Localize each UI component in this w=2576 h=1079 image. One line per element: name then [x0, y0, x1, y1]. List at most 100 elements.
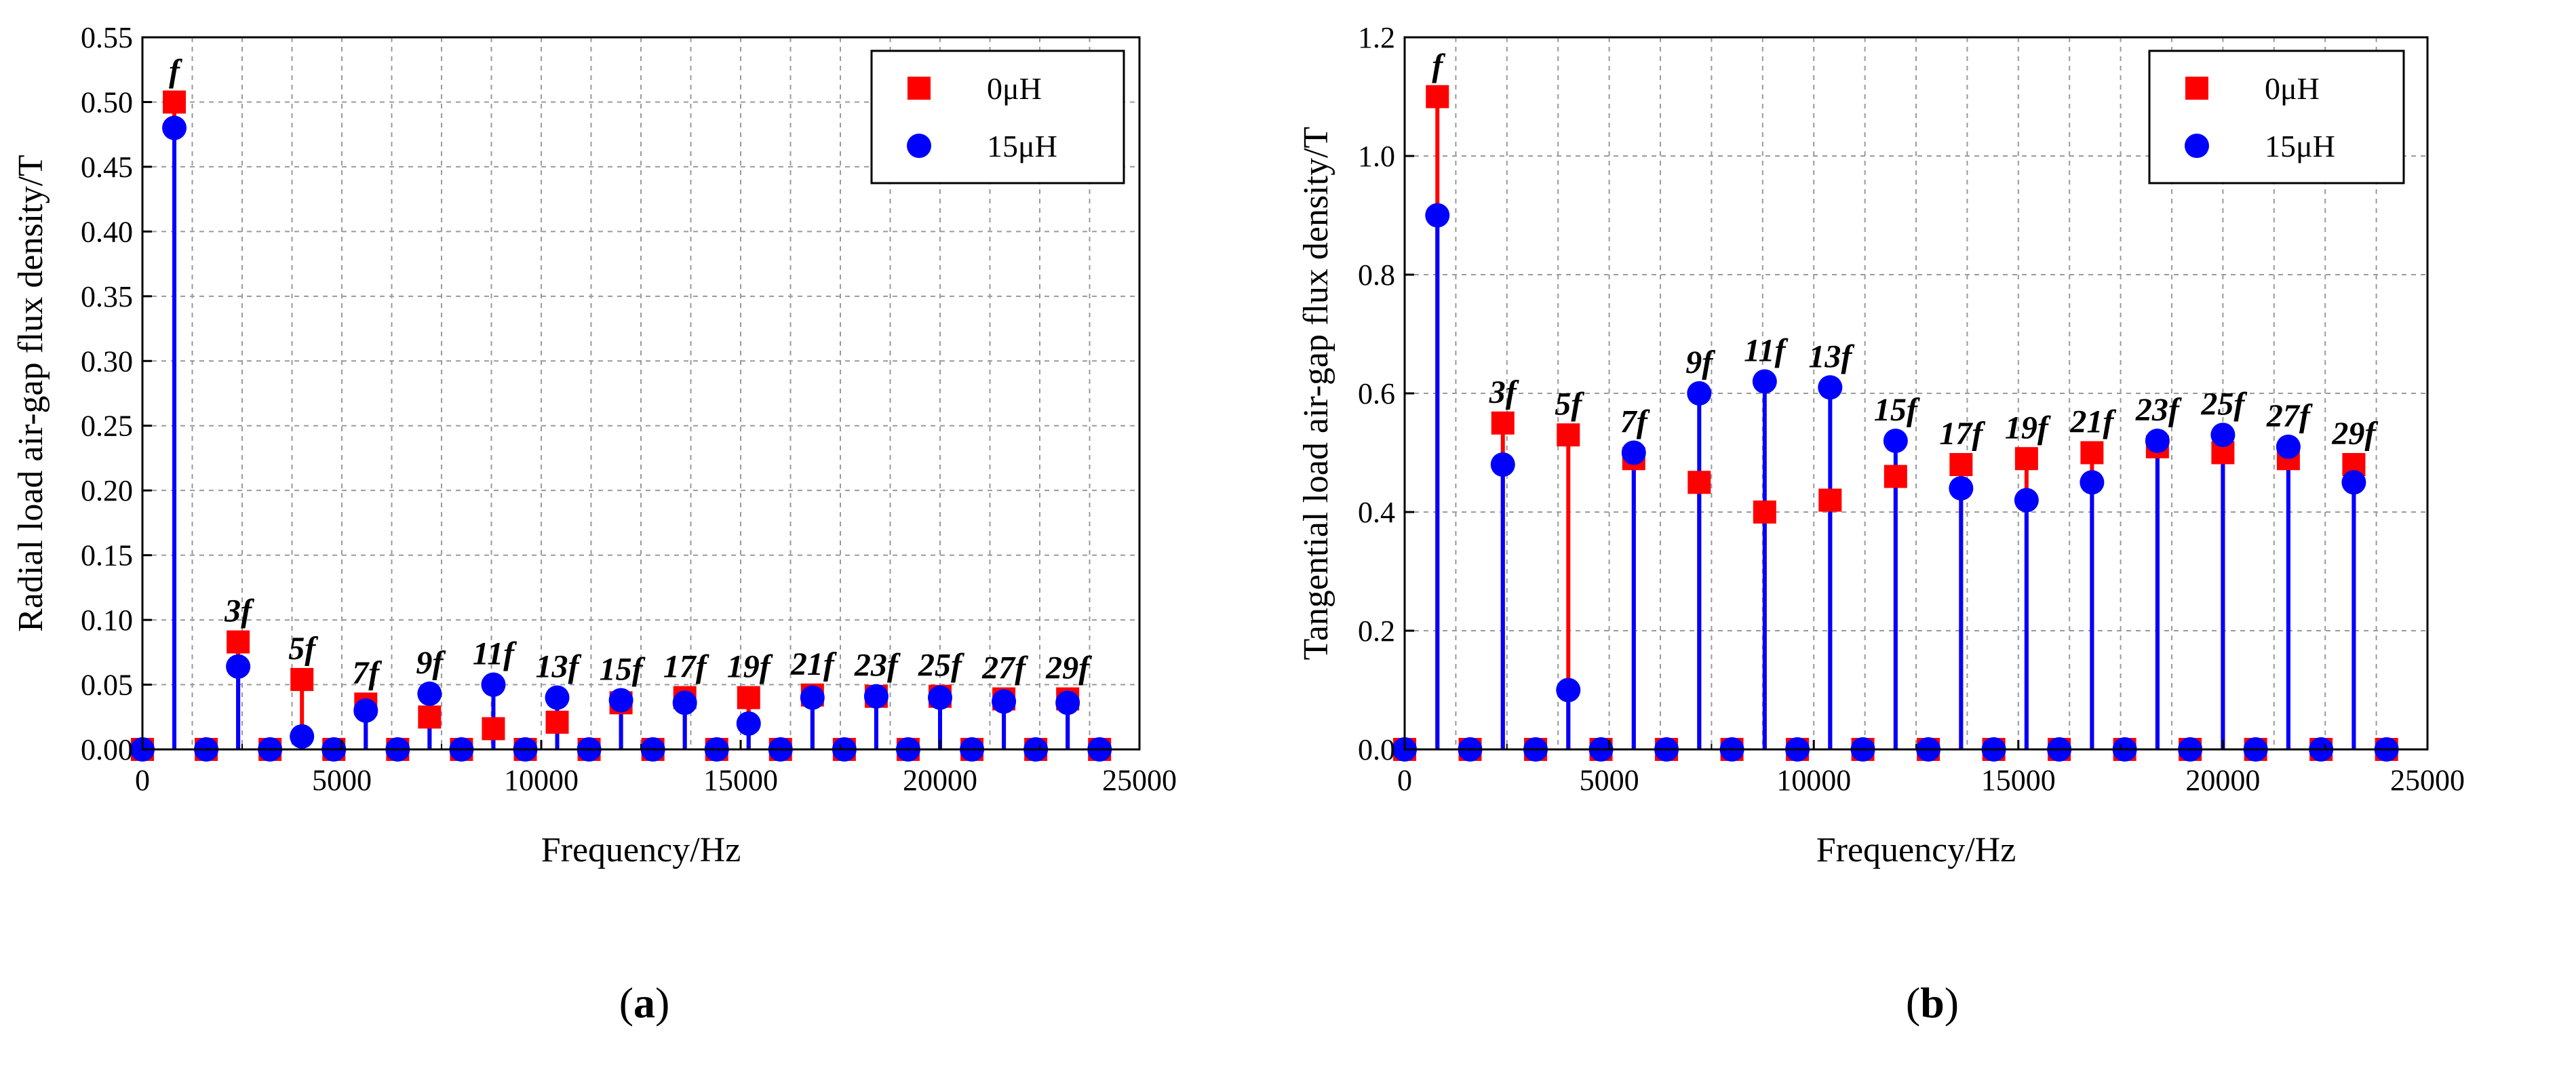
- harmonic-label: 17f: [663, 649, 709, 685]
- harmonic-label: 19f: [727, 649, 773, 685]
- harmonic-label: 25f: [2200, 386, 2247, 422]
- data-point-circle: [1490, 452, 1515, 477]
- data-point-circle: [2014, 488, 2039, 513]
- data-point-square: [1949, 453, 1973, 476]
- data-point-circle: [992, 689, 1017, 714]
- data-point-square: [737, 686, 760, 709]
- harmonic-label: 25f: [918, 648, 964, 684]
- data-point-circle: [1818, 375, 1843, 400]
- data-point-circle: [863, 684, 889, 709]
- x-tick-label: 15000: [703, 764, 778, 797]
- harmonic-label: 15f: [600, 651, 646, 687]
- data-point-square: [1818, 488, 1842, 512]
- harmonic-label: 21f: [2069, 404, 2116, 440]
- data-point-circle: [1556, 678, 1581, 703]
- harmonic-label: 5f: [288, 631, 318, 667]
- harmonic-label: 9f: [416, 645, 446, 681]
- harmonic-label: f: [169, 53, 182, 89]
- x-tick-label: 0: [1397, 764, 1412, 797]
- legend-marker-square: [908, 77, 931, 100]
- legend-marker-circle: [2185, 134, 2209, 158]
- chart-panel-a: 0 5000 10000 15000 20000 25000 0.00 0.05 0.10 0.1…: [12, 21, 1177, 1027]
- legend-marker-square: [2185, 77, 2208, 100]
- harmonic-label: 13f: [536, 649, 582, 685]
- data-point-circle: [928, 685, 952, 710]
- data-point-square: [2080, 441, 2104, 465]
- y-tick-label: 0.35: [81, 280, 133, 313]
- data-point-circle: [353, 698, 378, 723]
- data-point-circle: [481, 672, 506, 697]
- data-point-circle: [2276, 434, 2301, 459]
- y-axis-title: Radial load air-gap flux density/T: [12, 155, 50, 632]
- chart-panel-b: 0 5000 10000 15000 20000 25000 0.0 0.2 0.4 0.6 0.8…: [1297, 21, 2465, 1027]
- harmonic-label: 7f: [1620, 404, 1650, 440]
- data-point-circle: [2210, 423, 2236, 448]
- harmonic-label: 19f: [2005, 410, 2051, 446]
- harmonic-label: 23f: [854, 648, 901, 684]
- legend-box: [870, 50, 1125, 184]
- harmonic-label: 3f: [1489, 374, 1519, 410]
- y-tick-label: 1.0: [1358, 140, 1395, 173]
- caption-letter: a: [633, 979, 655, 1027]
- data-point-circle: [672, 690, 697, 715]
- data-point-circle: [1425, 203, 1450, 228]
- data-point-square: [163, 90, 187, 114]
- data-point-circle: [162, 115, 187, 140]
- x-tick-label: 25000: [2390, 764, 2465, 797]
- legend-label: 0μH: [2265, 71, 2320, 106]
- harmonic-label: 11f: [473, 636, 517, 672]
- harmonic-label: 27f: [981, 650, 1028, 686]
- harmonic-label: 13f: [1808, 338, 1854, 374]
- data-point-circle: [736, 711, 761, 736]
- y-tick-label: 1.2: [1358, 21, 1395, 54]
- x-tick-label: 25000: [1102, 764, 1177, 797]
- y-tick-label: 0.0: [1358, 733, 1395, 766]
- x-axis-title: Frequency/Hz: [541, 831, 741, 869]
- y-tick-label: 0.8: [1358, 258, 1395, 292]
- y-tick-label: 0.6: [1358, 377, 1395, 410]
- y-tick-label: 0.05: [81, 669, 133, 702]
- y-tick-label: 0.25: [81, 410, 133, 443]
- data-point-circle: [2145, 429, 2170, 453]
- y-tick-label: 0.15: [81, 539, 133, 572]
- legend-label: 15μH: [987, 129, 1057, 163]
- data-point-square: [290, 667, 314, 691]
- data-point-circle: [290, 724, 315, 749]
- data-point-square: [545, 710, 569, 734]
- data-point-circle: [545, 685, 570, 710]
- data-point-circle: [1752, 369, 1777, 394]
- caption-open: (: [1906, 979, 1920, 1027]
- data-point-circle: [1949, 476, 1974, 501]
- harmonic-label: 15f: [1874, 392, 1920, 428]
- y-tick-label: 0.30: [81, 345, 133, 378]
- data-point-square: [1491, 411, 1515, 435]
- y-tick-label: 0.50: [81, 85, 133, 119]
- data-point-square: [1884, 465, 1907, 488]
- harmonic-label: 23f: [2135, 392, 2182, 428]
- harmonic-label: 3f: [224, 593, 254, 629]
- x-tick-label: 5000: [312, 764, 372, 797]
- legend-label: 15μH: [2265, 129, 2335, 163]
- y-tick-label: 0.10: [81, 604, 133, 637]
- x-tick-label: 15000: [1981, 764, 2056, 797]
- harmonic-label: 11f: [1744, 333, 1788, 369]
- y-tick-label: 0.55: [81, 21, 133, 54]
- data-point-circle: [2080, 470, 2105, 495]
- data-point-circle: [1883, 429, 1908, 453]
- x-tick-label: 10000: [504, 764, 579, 797]
- data-point-circle: [608, 688, 633, 713]
- data-point-square: [2014, 447, 2038, 471]
- harmonic-label: 21f: [790, 646, 837, 682]
- harmonic-label: 27f: [2266, 398, 2313, 434]
- caption-open: (: [619, 979, 633, 1027]
- legend-box: [2148, 50, 2405, 184]
- x-tick-label: 10000: [1776, 764, 1851, 797]
- harmonic-label: 5f: [1555, 386, 1584, 422]
- data-point-square: [1426, 85, 1449, 109]
- legend-label: 0μH: [987, 71, 1042, 106]
- x-tick-label: 0: [135, 764, 150, 797]
- data-point-square: [1753, 501, 1776, 524]
- x-tick-label: 20000: [903, 764, 977, 797]
- x-tick-label: 5000: [1580, 764, 1639, 797]
- harmonic-label: 7f: [352, 655, 382, 691]
